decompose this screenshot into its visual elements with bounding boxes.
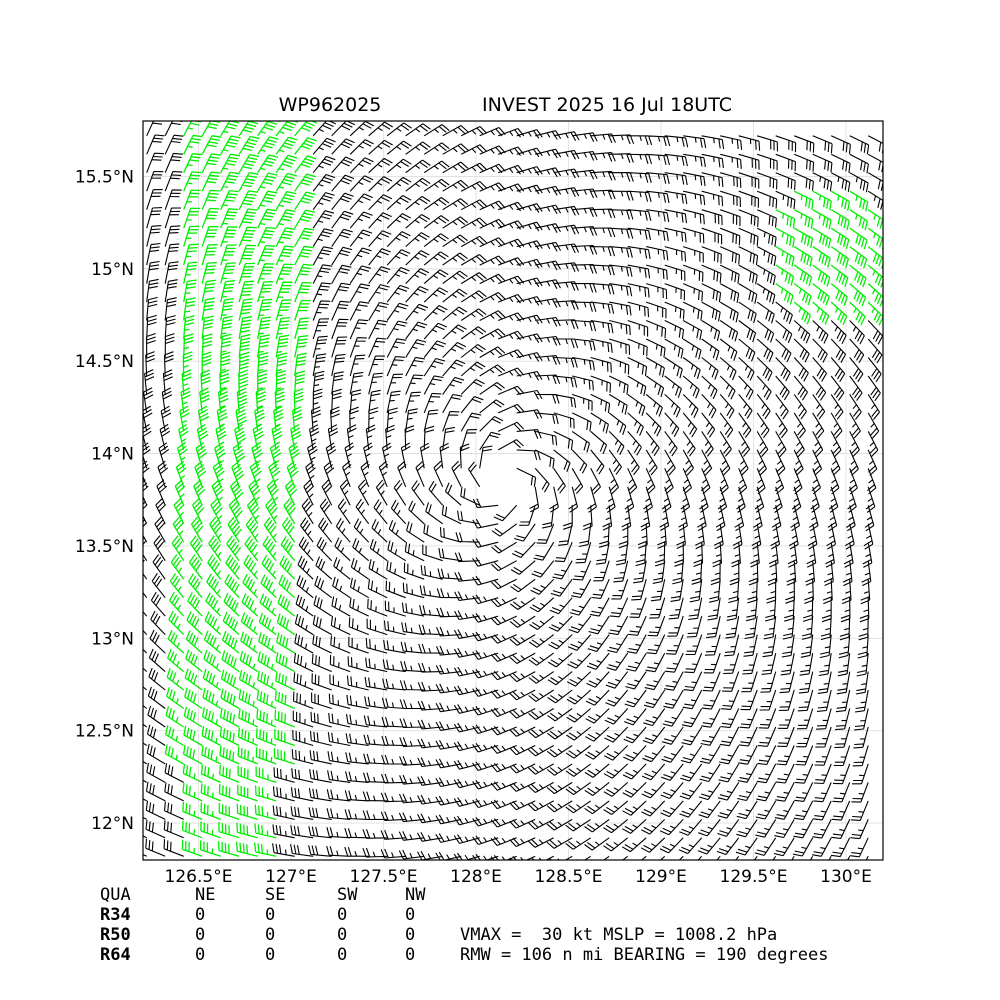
x-tick-label: 127.5°E: [350, 867, 418, 887]
row-label: R50: [100, 925, 131, 945]
table-cell: 0: [337, 925, 347, 945]
row-label: R34: [100, 905, 131, 925]
table-header: SE: [265, 885, 285, 905]
info-line: RMW = 106 n mi BEARING = 190 degrees: [460, 945, 828, 965]
table-cell: 0: [195, 905, 205, 925]
table-cell: 0: [195, 945, 205, 965]
wind-barbs: [143, 121, 883, 860]
title-left: WP962025: [279, 94, 382, 116]
y-tick-label: 15.5°N: [75, 167, 134, 187]
x-tick-label: 130°E: [820, 867, 872, 887]
x-tick-label: 129.5°E: [720, 867, 788, 887]
y-tick-label: 12°N: [91, 814, 134, 834]
title-right: INVEST 2025 16 Jul 18UTC: [482, 94, 732, 116]
x-tick-label: 127°E: [265, 867, 317, 887]
table-cell: 0: [337, 905, 347, 925]
table-cell: 0: [265, 945, 275, 965]
axis-ticks: 126.5°E 127°E 127.5°E 128°E 128.5°E 129°E 129.…: [75, 167, 872, 887]
x-tick-label: 128°E: [450, 867, 502, 887]
y-tick-label: 14.5°N: [75, 352, 134, 372]
y-tick-label: 14°N: [91, 445, 134, 465]
barbs-weak: [143, 121, 883, 860]
grid: [143, 121, 883, 860]
table-header: NE: [195, 885, 215, 905]
table-cell: 0: [405, 905, 415, 925]
table-cell: 0: [265, 905, 275, 925]
table-cell: 0: [265, 925, 275, 945]
barbs-strong: [164, 121, 883, 857]
table-cell: 0: [337, 945, 347, 965]
x-tick-label: 129°E: [635, 867, 687, 887]
y-tick-label: 15°N: [91, 260, 134, 280]
table-cell: 0: [405, 925, 415, 945]
plot-frame: [142, 120, 884, 861]
table-cell: 0: [405, 945, 415, 965]
table-cell: 0: [195, 925, 205, 945]
table-header: QUA: [100, 885, 131, 905]
y-tick-label: 12.5°N: [75, 722, 134, 742]
y-tick-label: 13°N: [91, 629, 134, 649]
x-tick-label: 126.5°E: [165, 867, 233, 887]
info-line: VMAX = 30 kt MSLP = 1008.2 hPa: [460, 925, 777, 945]
table-header: SW: [337, 885, 358, 905]
row-label: R64: [100, 945, 131, 965]
x-tick-label: 128.5°E: [535, 867, 603, 887]
y-tick-label: 13.5°N: [75, 537, 134, 557]
table-header: NW: [405, 885, 426, 905]
